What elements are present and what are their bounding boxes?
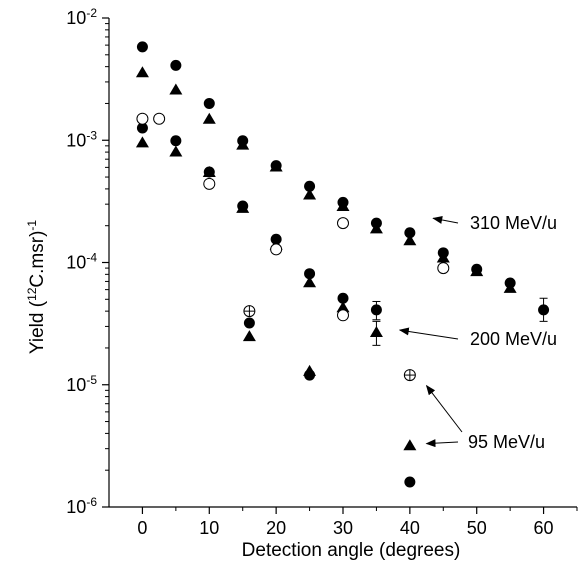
filled-triangle-point	[403, 234, 417, 246]
x-tick-label: 0	[137, 518, 147, 538]
filled-circle-point	[136, 122, 148, 134]
filled-triangle-point	[135, 136, 149, 148]
annotations: 310 MeV/u 200 MeV/u 95 MeV/u	[398, 213, 557, 452]
y-tick-label: 10-2	[66, 6, 97, 28]
filled-triangle-point	[269, 160, 283, 172]
y-tick-label: 10-6	[66, 495, 97, 517]
filled-circle-point	[170, 135, 182, 147]
filled-circle-point	[136, 41, 148, 53]
filled-triangle-point	[470, 265, 484, 277]
filled-triangle-point	[169, 145, 183, 157]
filled-triangle-point	[202, 165, 216, 177]
filled-circle-point	[304, 180, 316, 192]
filled-triangle-point	[503, 281, 517, 293]
filled-circle-point	[337, 292, 349, 304]
filled-triangle-point	[336, 301, 350, 313]
data-points	[135, 41, 550, 488]
filled-triangle-point	[236, 138, 250, 150]
open-circle-point	[153, 112, 166, 125]
annotation-arrow	[398, 327, 459, 340]
y-tick-label: 10-3	[66, 128, 97, 150]
open-circle-point	[270, 243, 283, 256]
annotation-arrow	[432, 216, 459, 224]
x-tick-label: 60	[534, 518, 554, 538]
filled-triangle-point	[135, 66, 149, 78]
filled-triangle-point	[436, 251, 450, 263]
y-tick-label: 10-5	[66, 373, 97, 395]
filled-triangle-point	[169, 83, 183, 95]
y-tick-label: 10-4	[66, 251, 97, 273]
open-circle-point	[337, 217, 349, 230]
axis-ticks: 0 10 20 30 40 50 60 10-2 10-3 10-4 10-5 10-6	[66, 6, 578, 538]
annotation-arrow	[425, 439, 459, 448]
filled-circle-point	[538, 304, 550, 316]
open-circle-point	[203, 177, 216, 190]
filled-triangle-point	[303, 364, 317, 376]
filled-triangle-point	[202, 112, 216, 124]
open-circle-point	[337, 309, 349, 322]
x-tick-label: 40	[400, 518, 420, 538]
filled-circle-point	[203, 97, 215, 109]
filled-triangle-point	[403, 439, 417, 451]
filled-triangle-point	[369, 222, 383, 234]
y-axis-title: Yield (12C.msr)-1	[25, 220, 48, 354]
filled-triangle-point	[336, 199, 350, 211]
x-tick-label: 30	[333, 518, 353, 538]
annotation-arrow	[425, 384, 463, 433]
filled-triangle-point	[303, 188, 317, 200]
filled-circle-point	[370, 304, 382, 316]
x-tick-label: 10	[199, 518, 219, 538]
filled-circle-point	[304, 268, 316, 280]
annotation-label: 200 MeV/u	[470, 329, 557, 349]
filled-circle-point	[243, 317, 255, 329]
filled-circle-point	[170, 59, 182, 71]
annotation-label: 95 MeV/u	[468, 432, 545, 452]
open-circle-point	[136, 112, 149, 125]
open-circle-point	[437, 262, 450, 275]
x-axis-title: Detection angle (degrees)	[242, 540, 461, 561]
filled-circle-point	[404, 227, 416, 239]
annotation-label: 310 MeV/u	[470, 213, 557, 233]
filled-circle-point	[404, 476, 416, 488]
filled-triangle-point	[236, 201, 250, 213]
filled-triangle-point	[242, 330, 256, 342]
filled-triangle-point	[369, 326, 383, 338]
x-tick-label: 50	[467, 518, 487, 538]
x-tick-label: 20	[266, 518, 286, 538]
filled-triangle-point	[303, 276, 317, 288]
